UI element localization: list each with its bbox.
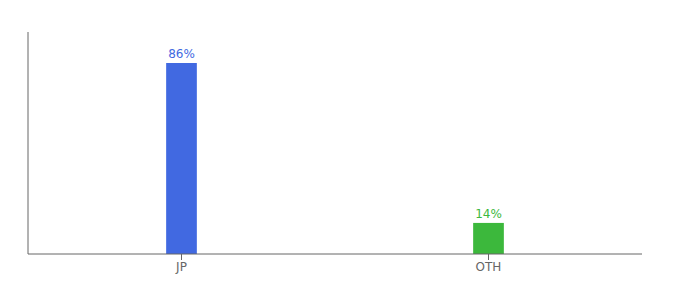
svg-text:86%: 86% [168,47,195,61]
svg-text:14%: 14% [475,207,502,221]
svg-text:JP: JP [175,260,187,274]
svg-text:OTH: OTH [476,260,502,274]
